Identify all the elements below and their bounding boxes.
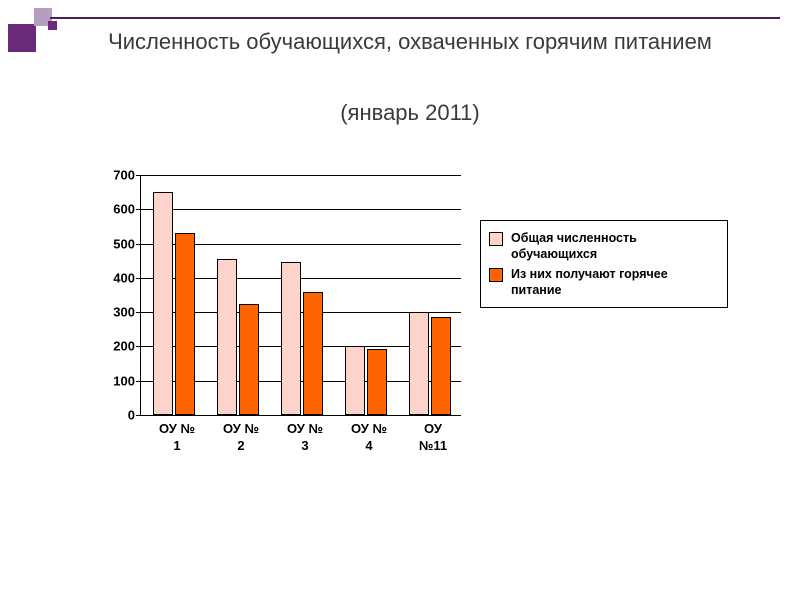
page-subtitle: (январь 2011): [60, 100, 760, 126]
x-tick-label: ОУ №3: [287, 415, 323, 455]
bar: [175, 233, 195, 415]
bar: [239, 304, 259, 415]
legend-label: Из них получают горячее питание: [511, 266, 719, 299]
header-rule: [50, 17, 780, 19]
legend-swatch: [489, 232, 503, 246]
legend: Общая численность обучающихсяИз них полу…: [480, 220, 728, 308]
grid-line: [141, 209, 461, 210]
bar: [409, 312, 429, 415]
legend-item: Из них получают горячее питание: [489, 266, 719, 299]
bar: [303, 292, 323, 415]
x-tick-label: ОУ №1: [159, 415, 195, 455]
y-tick-label: 400: [113, 270, 141, 285]
y-tick-label: 200: [113, 339, 141, 354]
y-tick-label: 100: [113, 373, 141, 388]
bar: [431, 317, 451, 415]
bar: [281, 262, 301, 415]
y-tick-label: 700: [113, 168, 141, 183]
x-tick-label: ОУ №4: [351, 415, 387, 455]
y-tick-label: 500: [113, 236, 141, 251]
bar: [153, 192, 173, 415]
y-tick-label: 600: [113, 202, 141, 217]
legend-label: Общая численность обучающихся: [511, 230, 719, 263]
bar-chart: 0 100 200 300 400 500 600 700 ОУ №1 ОУ №2 ОУ №3 ОУ …: [90, 165, 730, 485]
bar: [345, 346, 365, 415]
legend-item: Общая численность обучающихся: [489, 230, 719, 263]
page-title: Численность обучающихся, охваченных горя…: [60, 28, 760, 57]
deco-square-large: [8, 24, 36, 52]
y-tick-label: 0: [128, 408, 141, 423]
legend-swatch: [489, 268, 503, 282]
x-tick-label: ОУ№11: [419, 415, 447, 455]
deco-square-small: [48, 21, 57, 30]
bar: [367, 349, 387, 415]
plot-area: 0100200300400500600700ОУ №1ОУ №2ОУ №3ОУ …: [140, 175, 461, 416]
bar: [217, 259, 237, 415]
y-tick-label: 300: [113, 305, 141, 320]
x-tick-label: ОУ №2: [223, 415, 259, 455]
grid-line: [141, 175, 461, 176]
